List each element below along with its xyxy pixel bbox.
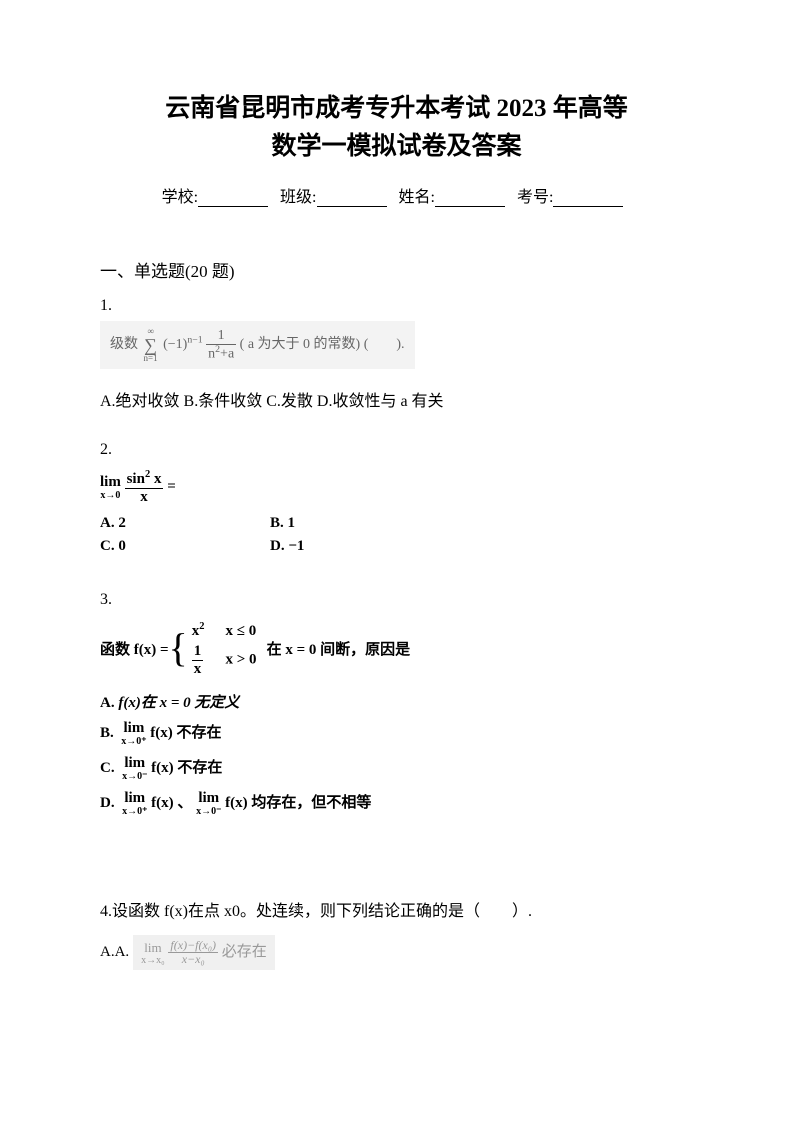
q3-option-b: B. lim x→0⁺ f(x) 不存在 (100, 720, 693, 747)
q4-text: 4.设函数 f(x)在点 x0。处连续，则下列结论正确的是（ ）. (100, 897, 693, 921)
document-title: 云南省昆明市成考专升本考试 2023 年高等 数学一模拟试卷及答案 (100, 90, 693, 165)
brace-icon: { (169, 628, 188, 668)
q3-option-d: D. lim x→0⁺ f(x) 、 lim x→0⁻ f(x) 均存在，但不相… (100, 790, 693, 817)
lim-icon: lim x→0⁺ (121, 720, 146, 747)
q1-math-expression: 级数 ∞ ∑ n=1 (−1)n−1 1 n2+a ( a 为大于 0 的常数)… (100, 321, 415, 369)
q2-limit-expression: lim x→0 sin2 x x = (100, 469, 693, 505)
class-label: 班级: (280, 189, 316, 206)
q4-option-a: A.A. lim x→x₀ f(x)−f(x₀) x−x₀ 必存在 (100, 935, 693, 970)
question-3: 3. 函数 f(x) = { x2 x ≤ 0 1 x x > 0 (100, 591, 693, 817)
q2-options: A. 2 B. 1 C. 0 D. −1 (100, 515, 440, 561)
q3-number: 3. (100, 591, 693, 609)
q3-piece2-fraction: 1 x (192, 643, 204, 677)
question-2: 2. lim x→0 sin2 x x = A. 2 B. 1 C. 0 D. … (100, 441, 693, 561)
question-1: 1. 级数 ∞ ∑ n=1 (−1)n−1 1 n2+a ( a 为大于 0 的… (100, 297, 693, 411)
student-info-line: 学校: 班级: 姓名: 考号: (100, 183, 693, 207)
q3-function-definition: 函数 f(x) = { x2 x ≤ 0 1 x x > 0 (100, 619, 693, 677)
q2-fraction: sin2 x x (125, 469, 164, 505)
q3-options: A. f(x)在 x = 0 无定义 B. lim x→0⁺ f(x) 不存在 … (100, 691, 693, 817)
q1-prefix: 级数 (110, 337, 138, 352)
lim-icon: lim x→0⁺ (122, 790, 147, 817)
lim-icon: lim x→0 (100, 474, 121, 501)
q2-number: 2. (100, 441, 693, 459)
examno-label: 考号: (517, 189, 553, 206)
title-line-2: 数学一模拟试卷及答案 (271, 133, 521, 160)
q2-option-b: B. 1 (270, 515, 440, 532)
q3-option-a: A. f(x)在 x = 0 无定义 (100, 691, 693, 712)
examno-field[interactable] (553, 189, 623, 207)
lim-icon: lim x→0⁻ (196, 790, 221, 817)
class-field[interactable] (317, 189, 387, 207)
q3-option-c: C. lim x→0⁻ f(x) 不存在 (100, 755, 693, 782)
q2-option-d: D. −1 (270, 538, 440, 555)
q2-option-a: A. 2 (100, 515, 270, 532)
question-4: 4.设函数 f(x)在点 x0。处连续，则下列结论正确的是（ ）. A.A. l… (100, 897, 693, 970)
q1-suffix: ( a 为大于 0 的常数) ( ). (240, 337, 405, 352)
lim-icon: lim x→x₀ (141, 940, 165, 966)
q4-fraction: f(x)−f(x₀) x−x₀ (168, 939, 218, 966)
q1-fraction: 1 n2+a (206, 328, 236, 361)
sigma-icon: ∞ ∑ n=1 (144, 327, 158, 363)
q2-option-c: C. 0 (100, 538, 270, 555)
name-label: 姓名: (399, 189, 435, 206)
q4-math-expression: lim x→x₀ f(x)−f(x₀) x−x₀ 必存在 (133, 935, 275, 970)
lim-icon: lim x→0⁻ (122, 755, 147, 782)
school-label: 学校: (162, 189, 198, 206)
q1-options: A.绝对收敛 B.条件收敛 C.发散 D.收敛性与 a 有关 (100, 387, 693, 411)
school-field[interactable] (198, 189, 268, 207)
q1-number: 1. (100, 297, 693, 315)
title-line-1: 云南省昆明市成考专升本考试 2023 年高等 (165, 95, 628, 122)
section-header: 一、单选题(20 题) (100, 257, 693, 282)
name-field[interactable] (435, 189, 505, 207)
